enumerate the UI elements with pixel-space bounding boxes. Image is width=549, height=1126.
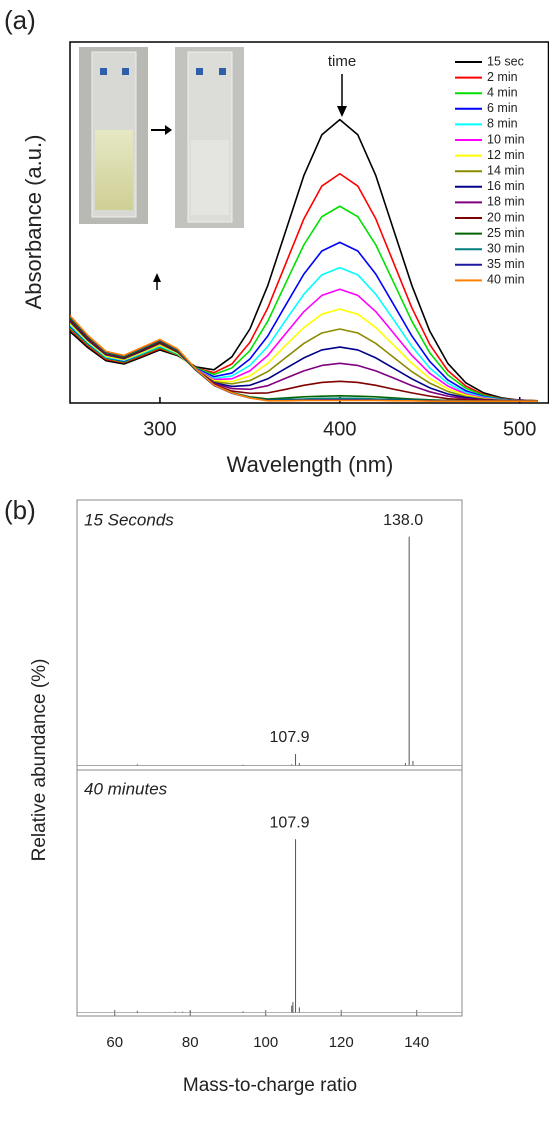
plot-frame	[76, 769, 463, 1017]
legend-label: 16 min	[487, 179, 525, 193]
arrows	[153, 74, 347, 290]
legend-label: 6 min	[487, 101, 518, 115]
x-tick-label: 140	[404, 1034, 429, 1051]
legend-label: 15 sec	[487, 54, 524, 68]
photo-inset	[79, 47, 244, 228]
y-axis-label: Absorbance (a.u.)	[21, 135, 46, 310]
panel-label: (b)	[4, 495, 36, 525]
legend-label: 8 min	[487, 117, 518, 131]
spectrum-line	[70, 118, 538, 402]
x-axis-label: Wavelength (nm)	[227, 452, 394, 477]
spectrum-line	[70, 315, 538, 402]
panel-subtitle: 40 minutes	[84, 779, 168, 798]
panel-label: (a)	[4, 5, 36, 35]
peak-label: 138.0	[383, 512, 423, 529]
annotation: time	[328, 53, 356, 70]
legend-label: 12 min	[487, 148, 525, 162]
spectrum-line	[70, 308, 538, 402]
series-group	[70, 118, 538, 402]
legend-label: 25 min	[487, 226, 525, 240]
legend-label: 20 min	[487, 210, 525, 224]
legend-label: 18 min	[487, 195, 525, 209]
legend-label: 2 min	[487, 70, 518, 84]
legend-label: 30 min	[487, 241, 525, 255]
legend-label: 35 min	[487, 257, 525, 271]
x-tick-label: 400	[323, 418, 356, 440]
peak-label: 107.9	[270, 815, 310, 832]
legend-label: 14 min	[487, 163, 525, 177]
peak-label: 107.9	[270, 729, 310, 746]
x-tick-label: 100	[253, 1034, 278, 1051]
spectrum-line	[70, 266, 538, 402]
spectrum-line	[70, 241, 538, 402]
legend-label: 4 min	[487, 85, 518, 99]
x-tick-label: 120	[329, 1034, 354, 1051]
spectrum-line	[70, 172, 538, 402]
x-tick-label: 80	[182, 1034, 199, 1051]
x-tick-label: 60	[106, 1034, 123, 1051]
spectrum-line	[70, 319, 538, 402]
legend-label: 10 min	[487, 132, 525, 146]
x-tick-label: 500	[503, 418, 536, 440]
x-axis-label: Mass-to-charge ratio	[183, 1075, 357, 1096]
x-tick-label: 300	[143, 418, 176, 440]
y-axis-label: Relative abundance (%)	[29, 659, 50, 862]
panel-subtitle: 15 Seconds	[84, 510, 174, 529]
legend-label: 40 min	[487, 273, 525, 287]
